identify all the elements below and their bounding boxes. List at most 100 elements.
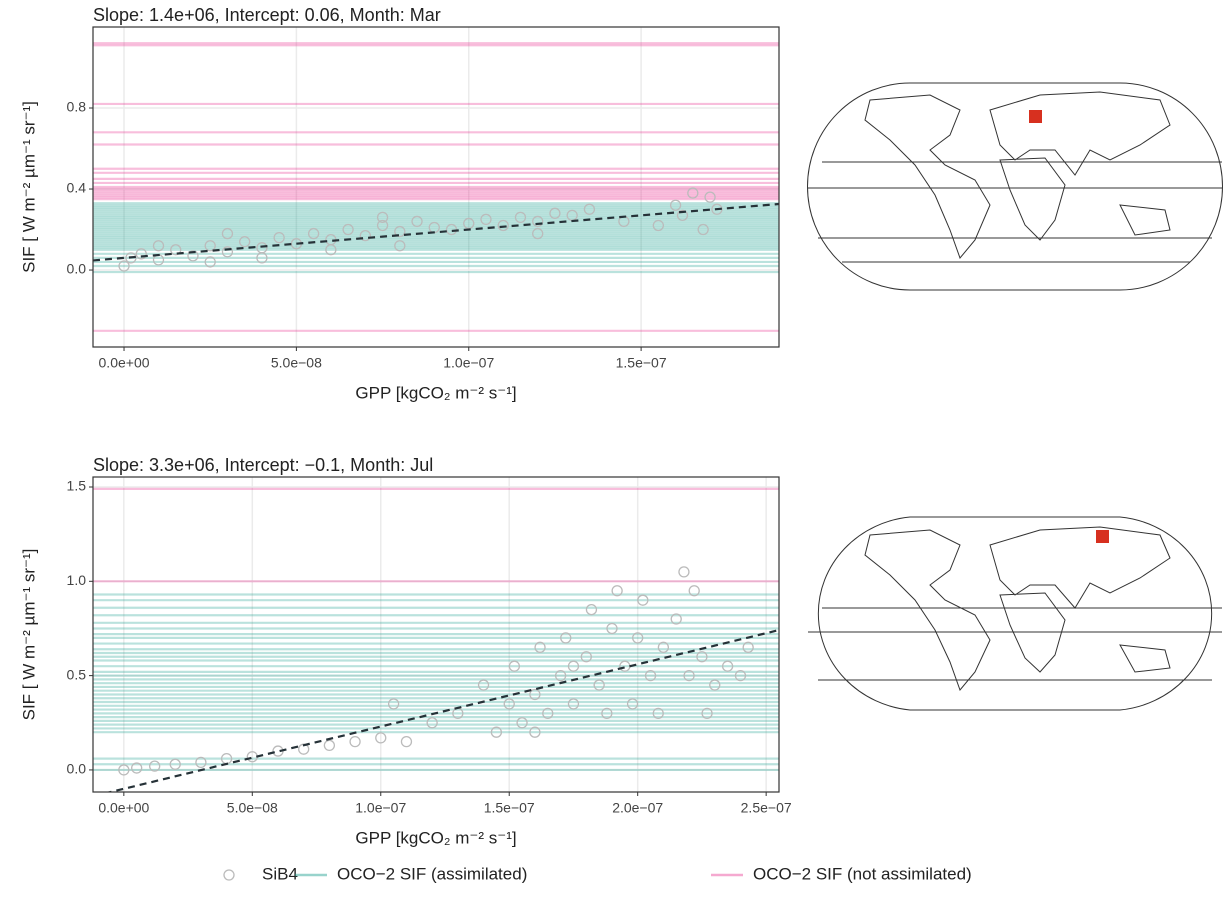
sib4-point (652, 219, 664, 232)
sib4-point (135, 248, 147, 260)
sib4-point (325, 244, 337, 256)
y-tick-label: 1.5 (67, 478, 87, 494)
sib4-point (652, 707, 664, 719)
map-continents (864, 91, 1171, 259)
sib4-point (697, 223, 709, 236)
map-outline (817, 516, 1213, 711)
y-axis-title: SIF [ W m⁻² µm⁻¹ sr⁻¹] (19, 101, 38, 273)
sib4-point (152, 240, 165, 252)
sib4-point (583, 203, 596, 215)
sib4-point (657, 641, 670, 653)
sib4-point (606, 622, 618, 635)
y-tick-label: 0.8 (67, 99, 87, 115)
panel-background (93, 477, 779, 792)
sib4-point (497, 219, 509, 232)
sib4-point (632, 632, 644, 644)
sib4-point (221, 246, 234, 258)
sib4-point (644, 669, 657, 682)
sib4-point (670, 613, 682, 625)
legend-label: SiB4 (262, 864, 298, 883)
sib4-point (687, 187, 699, 199)
sib4-point (349, 735, 361, 748)
sib4-point (118, 764, 130, 776)
sib4-point (307, 227, 320, 240)
x-tick-label: 0.0e+00 (99, 355, 150, 371)
sib4-point (542, 707, 554, 719)
x-tick-label: 1.0e−07 (355, 800, 406, 816)
sib4-point (678, 566, 690, 578)
sib4-point (394, 240, 406, 252)
sib4-point (426, 717, 438, 729)
sib4-point (387, 698, 400, 710)
chart-title: Slope: 1.4e+06, Intercept: 0.06, Month: … (93, 5, 441, 25)
sib4-point (580, 651, 592, 663)
x-tick-label: 5.0e−08 (227, 800, 278, 816)
sib4-point (711, 203, 723, 215)
sib4-point (611, 585, 623, 597)
sib4-point (532, 215, 544, 228)
sib4-point (204, 240, 216, 252)
panel-background (93, 27, 779, 347)
sib4-point (514, 211, 527, 224)
sib4-point (585, 603, 598, 616)
x-tick-label: 1.5e−07 (616, 355, 667, 371)
plot-area (93, 42, 779, 332)
sib4-point (376, 219, 389, 232)
sib4-point (676, 209, 689, 222)
sib4-point (721, 660, 734, 672)
chart-title: Slope: 3.3e+06, Intercept: −0.1, Month: … (93, 455, 433, 475)
sib4-point (169, 758, 181, 770)
map-location-marker (1029, 110, 1042, 123)
map-location-marker (1096, 530, 1109, 543)
sib4-point (529, 688, 541, 701)
plot-panel: 0.0e+00 5.0e−08 1.0e−07 1.5e−07 0.0 0.4 0.8 Slo… (19, 5, 780, 402)
sib4-point (131, 762, 143, 774)
panel-border (92, 476, 780, 793)
sib4-point (204, 256, 216, 268)
sib4-point (149, 760, 161, 772)
sib4-point (701, 707, 713, 719)
sib4-point (688, 585, 700, 597)
legend-label: OCO−2 SIF (not assimilated) (753, 864, 972, 883)
sib4-point (637, 594, 649, 606)
sib4-point (490, 726, 503, 738)
y-tick-label: 0.0 (67, 761, 87, 777)
sib4-point (593, 679, 605, 691)
sib4-point (221, 227, 234, 240)
sib4-point (170, 244, 182, 256)
sib4-point (187, 250, 199, 262)
x-tick-label: 1.0e−07 (443, 355, 494, 371)
sib4-point (683, 669, 695, 682)
sib4-point (376, 211, 389, 224)
y-tick-label: 1.0 (67, 572, 87, 588)
sib4-point (480, 213, 492, 226)
sib4-point (195, 756, 207, 769)
sib4-point (516, 717, 528, 729)
sib4-point (508, 660, 521, 672)
y-tick-label: 0.4 (67, 180, 87, 196)
sib4-point (704, 191, 716, 203)
map-continents (864, 526, 1171, 691)
world-map (807, 82, 1223, 291)
sib4-point (529, 726, 541, 738)
sib4-point (601, 707, 613, 719)
x-tick-label: 1.5e−07 (484, 800, 535, 816)
legend-label: OCO−2 SIF (assimilated) (337, 864, 527, 883)
sib4-point (342, 223, 354, 236)
sib4-point (503, 698, 515, 710)
world-map (808, 516, 1222, 711)
sib4-point (734, 669, 747, 682)
sib4-point (256, 252, 268, 264)
sib4-point (742, 641, 754, 653)
x-tick-label: 2.5e−07 (741, 800, 792, 816)
sib4-point (394, 225, 406, 238)
fit-line (105, 628, 779, 792)
y-tick-label: 0.0 (67, 261, 87, 277)
sib4-point (567, 698, 580, 710)
y-tick-label: 0.5 (67, 666, 87, 682)
sib4-point (411, 215, 423, 228)
x-axis-title: GPP [kgCO₂ m⁻² s⁻¹] (355, 383, 516, 402)
sib4-point (549, 207, 561, 219)
fit-line (93, 202, 779, 262)
